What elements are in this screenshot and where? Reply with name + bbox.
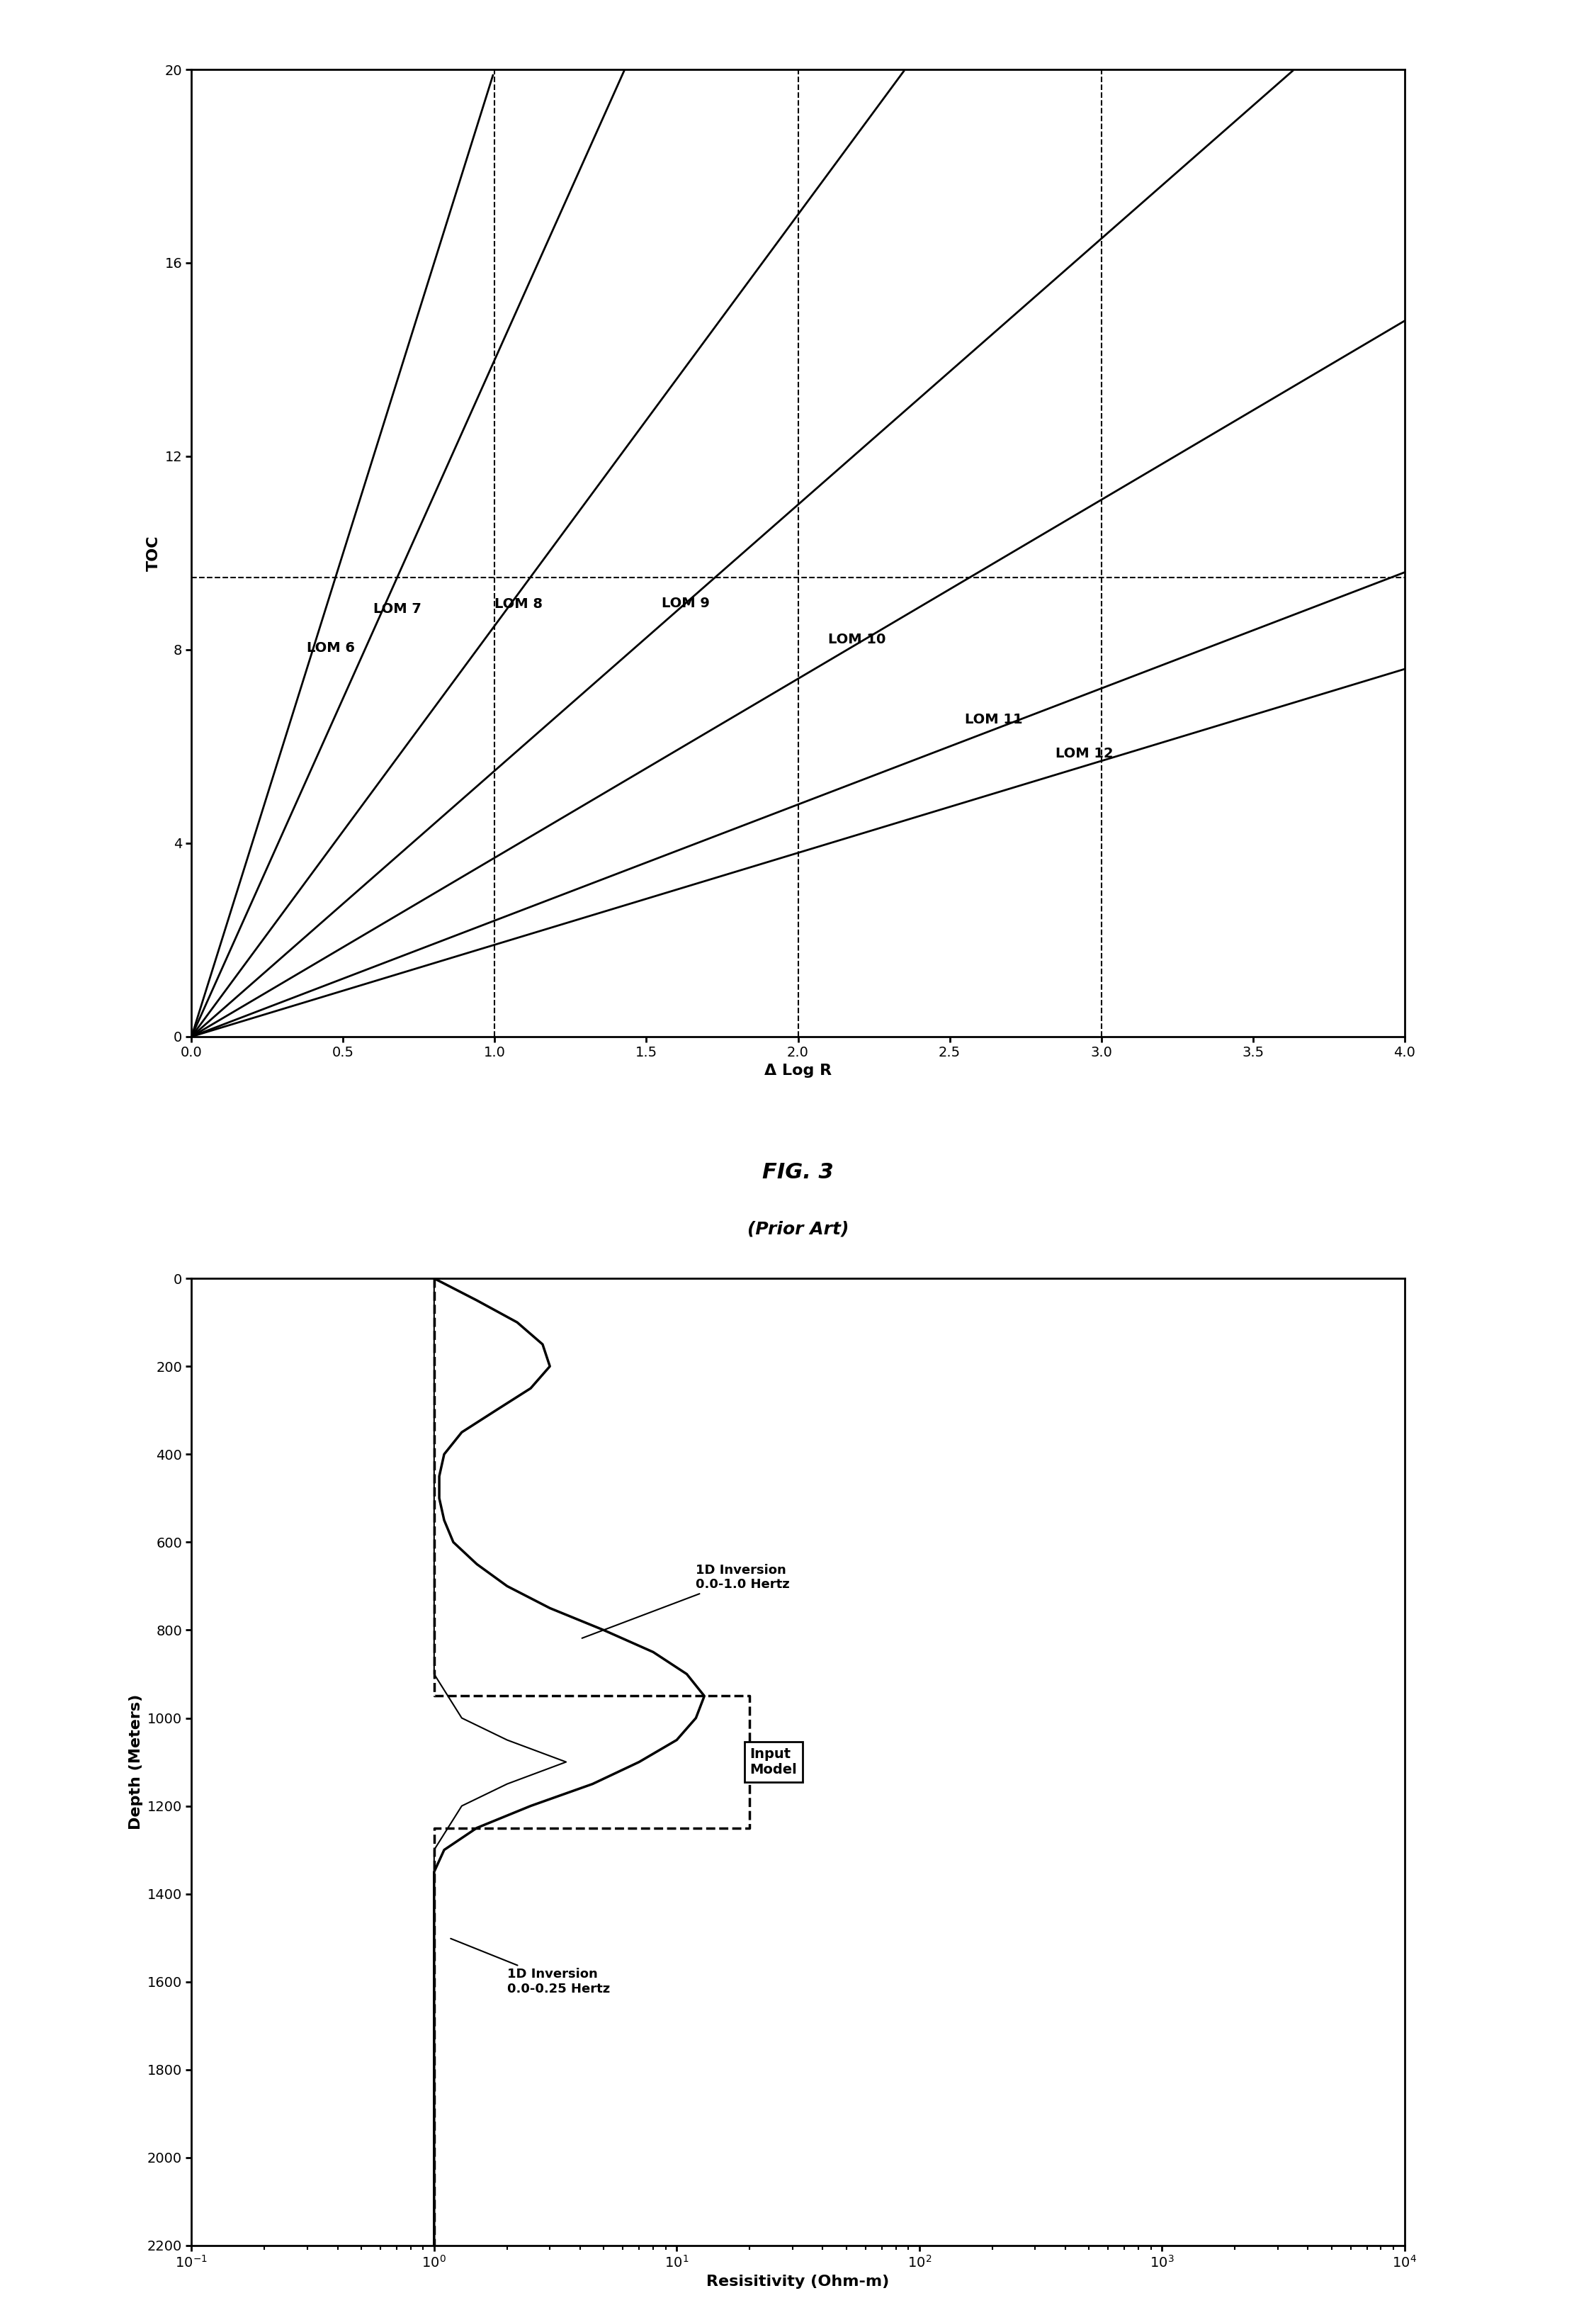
Text: 1D Inversion
0.0-0.25 Hertz: 1D Inversion 0.0-0.25 Hertz: [450, 1938, 610, 1996]
X-axis label: Resisitivity (Ohm-m): Resisitivity (Ohm-m): [707, 2273, 889, 2290]
Y-axis label: TOC: TOC: [147, 535, 161, 572]
X-axis label: Δ Log R: Δ Log R: [764, 1063, 832, 1076]
Text: LOM 8: LOM 8: [495, 597, 543, 611]
Y-axis label: Depth (Meters): Depth (Meters): [129, 1695, 144, 1829]
Text: LOM 6: LOM 6: [306, 641, 354, 655]
Text: 1D Inversion
0.0-1.0 Hertz: 1D Inversion 0.0-1.0 Hertz: [583, 1563, 790, 1639]
Text: (Prior Art): (Prior Art): [747, 1220, 849, 1239]
Text: LOM 12: LOM 12: [1057, 748, 1114, 759]
Text: LOM 7: LOM 7: [373, 602, 421, 616]
Text: Input
Model: Input Model: [750, 1748, 796, 1776]
Text: LOM 9: LOM 9: [662, 597, 710, 609]
Text: LOM 10: LOM 10: [828, 632, 886, 646]
Text: LOM 11: LOM 11: [964, 713, 1023, 727]
Text: FIG. 3: FIG. 3: [763, 1162, 833, 1183]
